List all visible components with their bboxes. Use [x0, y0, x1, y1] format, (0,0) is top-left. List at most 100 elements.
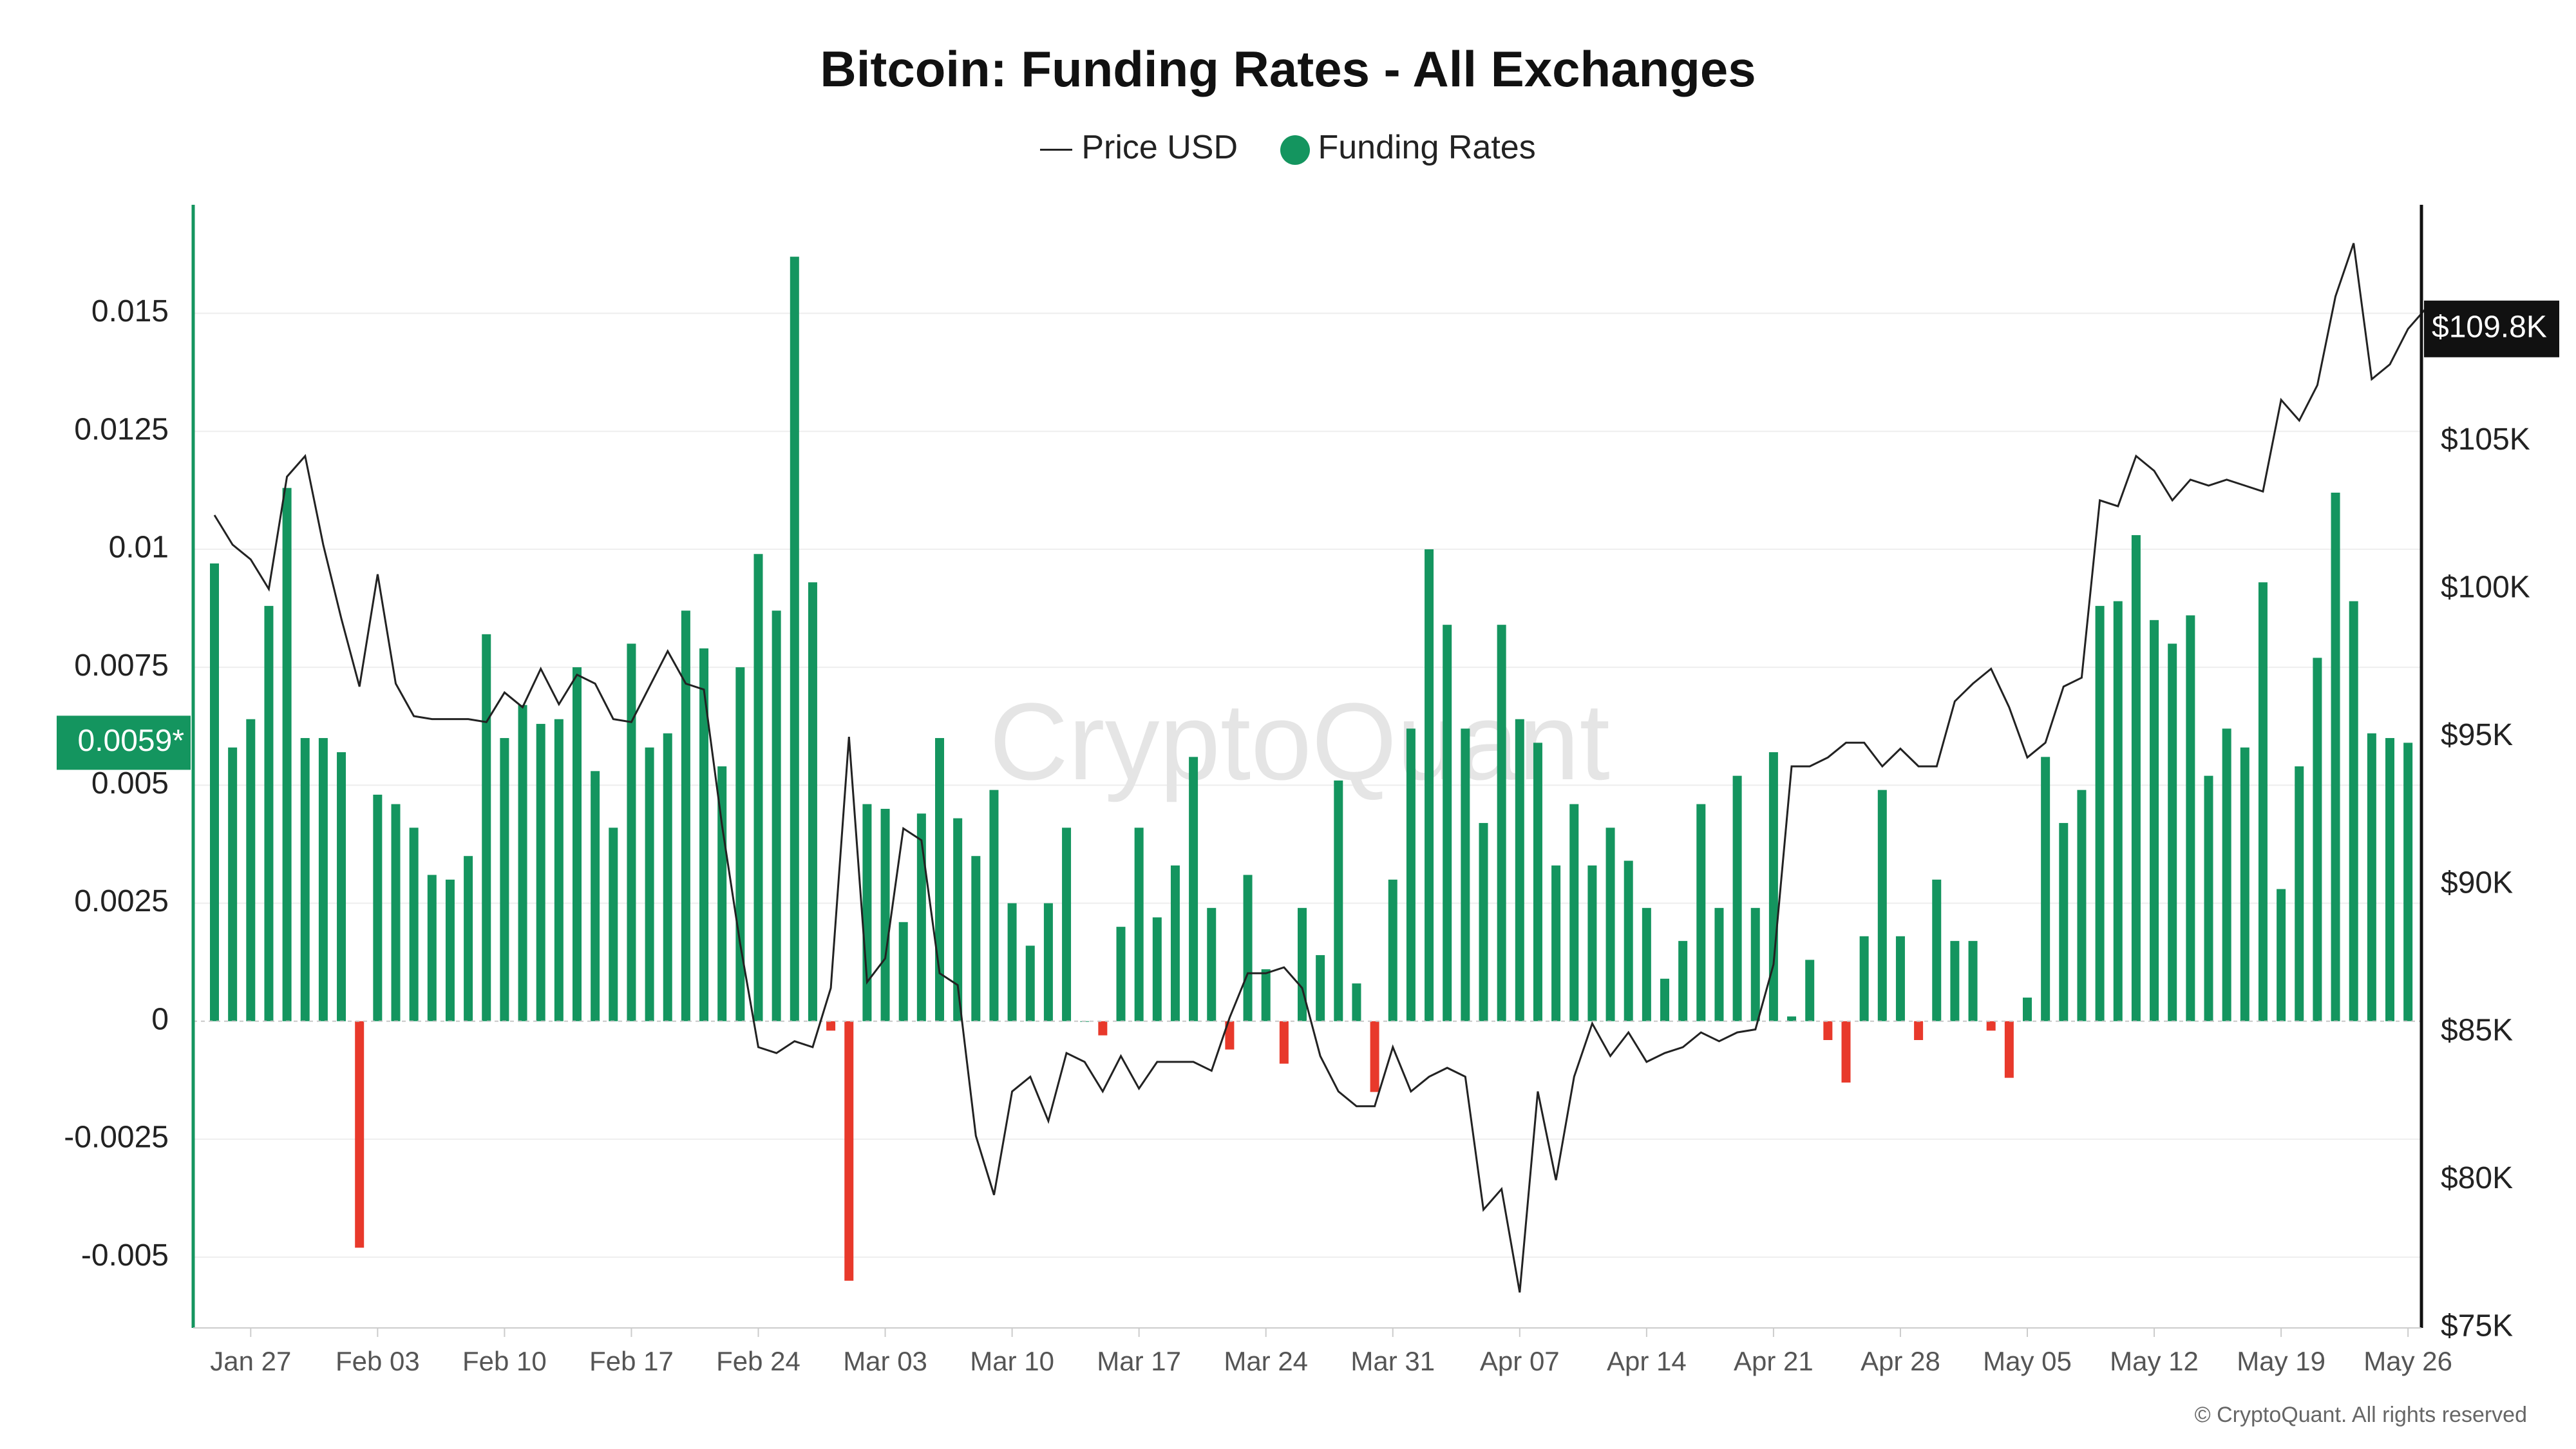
x-tick-label: Feb 03	[336, 1346, 420, 1376]
x-tick-label: Apr 21	[1734, 1346, 1814, 1376]
funding-rate-bar	[844, 1021, 854, 1281]
price-usd-line	[213, 243, 2427, 1293]
funding-rate-bar	[880, 808, 890, 1021]
funding-rate-bar	[2041, 757, 2050, 1021]
funding-rate-bar	[1605, 828, 1615, 1021]
funding-rate-bar	[500, 738, 509, 1021]
funding-rate-bar	[1116, 927, 1126, 1021]
legend: Price USD Funding Rates	[0, 126, 2576, 167]
gridlines	[193, 312, 2421, 1258]
funding-rate-bar	[1207, 907, 1217, 1021]
funding-rate-bar	[1043, 903, 1053, 1021]
funding-rate-bar	[1062, 828, 1072, 1021]
x-tick-label: Mar 17	[1097, 1346, 1181, 1376]
funding-rate-bar	[1243, 875, 1253, 1021]
left-tick-label: 0	[151, 1002, 169, 1036]
funding-rate-bar	[1642, 907, 1651, 1021]
watermark-logo: CryptoQuant	[989, 681, 1610, 803]
funding-rate-bar	[663, 733, 672, 1021]
funding-rate-bar	[681, 611, 690, 1021]
funding-rate-bar	[2295, 766, 2304, 1021]
funding-rate-bar	[391, 804, 401, 1021]
funding-rate-bar	[373, 794, 383, 1021]
funding-rate-bar	[1025, 945, 1035, 1021]
funding-rate-bar	[735, 667, 745, 1021]
funding-rate-bar	[1551, 865, 1561, 1021]
legend-item-funding[interactable]: Funding Rates	[1280, 128, 1536, 167]
left-tick-label: 0.01	[109, 531, 169, 565]
x-tick-label: May 26	[2363, 1346, 2452, 1376]
funding-rate-bar	[482, 634, 491, 1021]
funding-rate-bar	[1714, 907, 1724, 1021]
funding-rate-bar	[1352, 983, 1361, 1021]
funding-rate-bar	[2331, 492, 2340, 1021]
funding-rate-bar	[2186, 615, 2195, 1021]
x-tick-label: Mar 10	[970, 1346, 1054, 1376]
funding-rate-bar	[2131, 535, 2141, 1021]
funding-rate-bar	[1696, 804, 1706, 1021]
x-tick-label: Apr 07	[1480, 1346, 1560, 1376]
funding-rate-bar	[1098, 1021, 1108, 1036]
funding-rate-bar	[1950, 941, 1960, 1021]
legend-item-price[interactable]: Price USD	[1040, 128, 1238, 167]
funding-rate-bar	[2095, 605, 2105, 1021]
funding-rate-bar	[1007, 903, 1017, 1021]
funding-rate-bar	[1732, 775, 1742, 1021]
x-axis-ticks: Jan 27 Feb 03 Feb 10 Feb 17 Feb 24 Mar 03 Mar …	[210, 1328, 2452, 1376]
funding-rate-bar	[1768, 752, 1778, 1021]
funding-rate-bar	[1370, 1021, 1379, 1092]
current-funding-rate-badge: 0.0059*	[57, 715, 191, 770]
funding-rate-bar	[1479, 822, 1488, 1021]
funding-rate-bar	[717, 766, 727, 1021]
funding-rate-bar	[427, 875, 437, 1021]
funding-rate-bar	[1279, 1021, 1289, 1064]
funding-rate-bar	[971, 856, 981, 1021]
funding-rate-bar	[1859, 936, 1869, 1021]
funding-rate-bar	[1533, 743, 1542, 1021]
funding-rate-bar	[1624, 860, 1633, 1021]
funding-rate-bar	[300, 738, 310, 1021]
funding-rate-bar	[210, 563, 219, 1021]
right-tick-label: $90K	[2441, 866, 2513, 900]
funding-rate-bar	[1841, 1021, 1851, 1083]
funding-rate-bar	[445, 879, 455, 1021]
funding-rate-bar	[2349, 601, 2358, 1021]
funding-rate-bar	[1823, 1021, 1833, 1041]
funding-rate-bar	[2004, 1021, 2014, 1078]
funding-rate-bar	[1678, 941, 1688, 1021]
right-axis-ticks: $75K $80K $85K $90K $95K $100K $105K	[2441, 422, 2530, 1343]
funding-rate-bar	[282, 488, 292, 1021]
funding-rate-bar	[1787, 1016, 1797, 1021]
funding-rate-bar	[1170, 865, 1180, 1021]
chart-title: Bitcoin: Funding Rates - All Exchanges	[820, 41, 1756, 97]
funding-rate-bar	[2023, 998, 2032, 1021]
funding-rate-bar	[1152, 917, 1162, 1021]
funding-rate-bar	[2168, 643, 2177, 1021]
funding-rate-bar	[1750, 907, 1760, 1021]
x-tick-label: Jan 27	[210, 1346, 291, 1376]
funding-rate-bar	[355, 1021, 365, 1248]
funding-rate-bar	[2403, 743, 2413, 1021]
right-tick-label: $75K	[2441, 1309, 2513, 1343]
funding-rate-bar	[1298, 907, 1307, 1021]
funding-rate-bar	[1497, 625, 1506, 1021]
funding-rate-bar	[772, 611, 781, 1021]
funding-rate-bar	[464, 856, 473, 1021]
x-tick-label: Feb 17	[589, 1346, 674, 1376]
funding-rate-bars	[210, 256, 2413, 1281]
funding-rate-bar	[536, 724, 545, 1021]
funding-rate-bar	[1515, 719, 1524, 1021]
funding-rate-bar	[2077, 790, 2087, 1021]
right-tick-label: $100K	[2441, 570, 2530, 604]
funding-rate-bar	[1388, 879, 1397, 1021]
left-tick-label: -0.005	[81, 1238, 169, 1273]
right-tick-label: $80K	[2441, 1161, 2513, 1195]
funding-rate-bar	[2113, 601, 2123, 1021]
current-price-value: $109.8K	[2432, 310, 2547, 344]
x-tick-label: Apr 28	[1861, 1346, 1940, 1376]
funding-rate-bar	[1932, 879, 1942, 1021]
copyright-notice: © CryptoQuant. All rights reserved	[2194, 1403, 2527, 1427]
funding-rate-bar	[1968, 941, 1978, 1021]
funding-rate-bar	[1895, 936, 1905, 1021]
funding-rate-bar	[1316, 955, 1325, 1021]
